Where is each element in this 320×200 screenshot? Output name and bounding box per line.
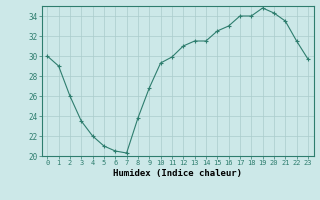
X-axis label: Humidex (Indice chaleur): Humidex (Indice chaleur) (113, 169, 242, 178)
